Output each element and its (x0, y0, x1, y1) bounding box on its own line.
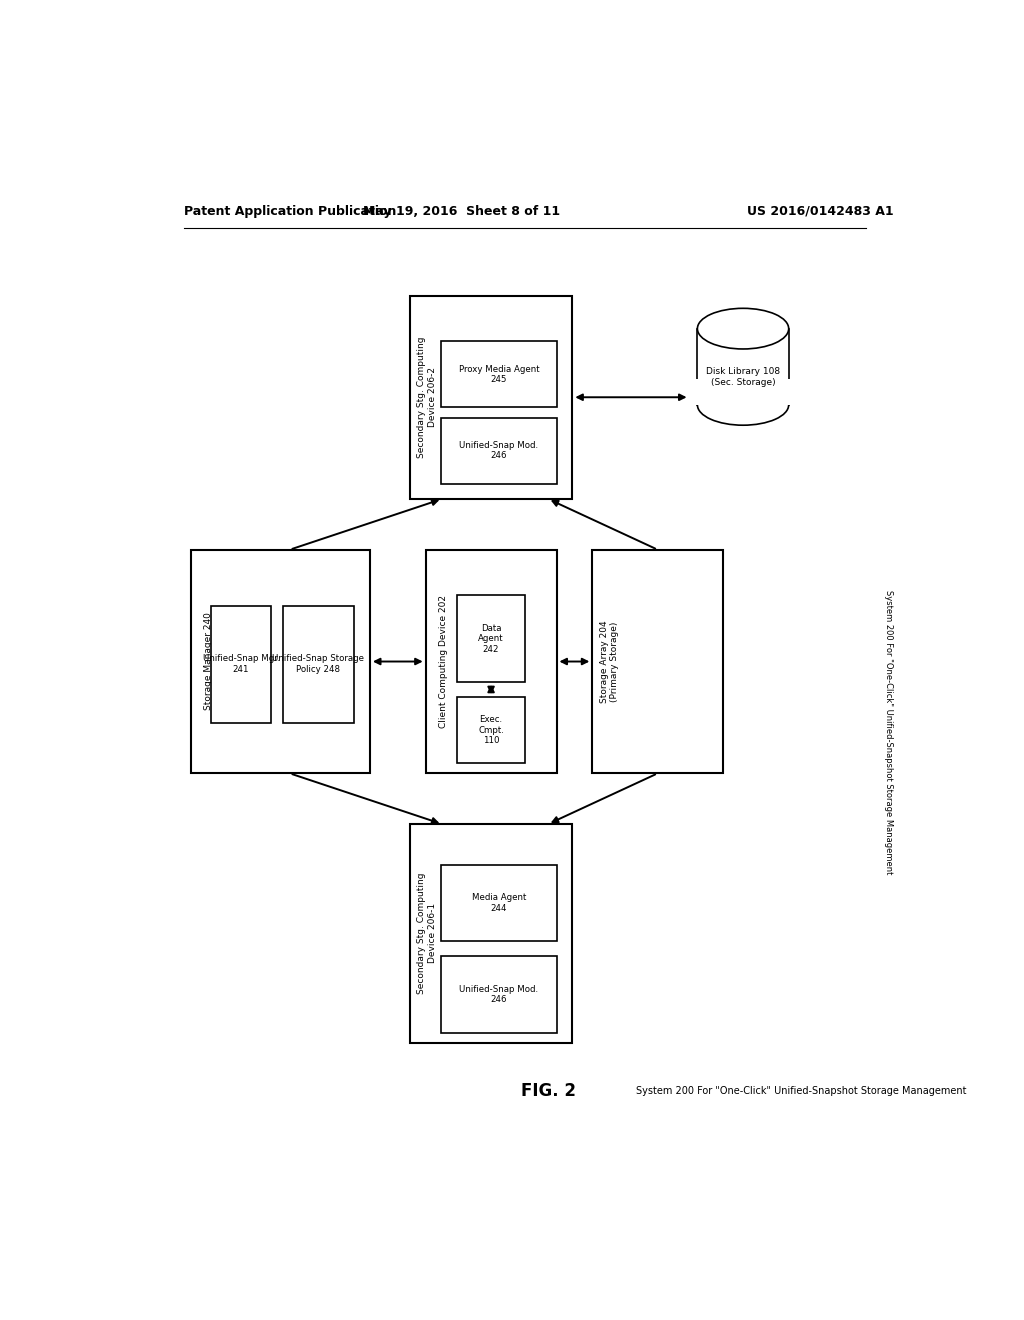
Bar (410, 296, 572, 499)
Text: Storage Array 204
(Primary Storage): Storage Array 204 (Primary Storage) (600, 620, 620, 702)
Bar (441, 342, 557, 408)
Text: Patent Application Publication: Patent Application Publication (183, 205, 396, 218)
Bar (699, 300, 787, 330)
Ellipse shape (697, 384, 788, 425)
Text: Unified-Snap Storage
Policy 248: Unified-Snap Storage Policy 248 (272, 655, 365, 673)
Text: Secondary Stg. Computing
Device 206-2: Secondary Stg. Computing Device 206-2 (418, 337, 437, 458)
Bar (410, 824, 572, 1043)
Text: Proxy Media Agent
245: Proxy Media Agent 245 (459, 364, 540, 384)
Bar (458, 697, 524, 763)
Bar (211, 606, 270, 722)
Bar (693, 379, 793, 405)
Bar (441, 956, 557, 1032)
Bar (441, 417, 557, 483)
Ellipse shape (697, 309, 788, 348)
Bar (441, 865, 557, 941)
Text: Disk Library 108
(Sec. Storage): Disk Library 108 (Sec. Storage) (706, 367, 780, 387)
Text: US 2016/0142483 A1: US 2016/0142483 A1 (748, 205, 894, 218)
Text: Exec.
Cmpt.
110: Exec. Cmpt. 110 (478, 715, 504, 744)
Bar (697, 329, 788, 405)
Bar (592, 549, 723, 774)
Bar (283, 606, 354, 722)
Text: Unified-Snap Mgr.
241: Unified-Snap Mgr. 241 (203, 655, 280, 673)
Bar (191, 549, 370, 774)
Text: Storage Manager 240: Storage Manager 240 (205, 612, 213, 710)
Text: Unified-Snap Mod.
246: Unified-Snap Mod. 246 (460, 985, 539, 1005)
Text: May 19, 2016  Sheet 8 of 11: May 19, 2016 Sheet 8 of 11 (362, 205, 560, 218)
Text: Unified-Snap Mod.
246: Unified-Snap Mod. 246 (460, 441, 539, 461)
Text: FIG. 2: FIG. 2 (521, 1082, 577, 1101)
Bar (426, 549, 557, 774)
Text: System 200 For "One-Click" Unified-Snapshot Storage Management: System 200 For "One-Click" Unified-Snaps… (636, 1086, 967, 1097)
Text: Client Computing Device 202: Client Computing Device 202 (438, 595, 447, 729)
Text: Data
Agent
242: Data Agent 242 (478, 624, 504, 653)
Text: System 200 For "One-Click" Unified-Snapshot Storage Management: System 200 For "One-Click" Unified-Snaps… (884, 590, 893, 875)
Bar (458, 595, 524, 682)
Text: Media Agent
244: Media Agent 244 (472, 894, 526, 912)
Text: Secondary Stg. Computing
Device 206-1: Secondary Stg. Computing Device 206-1 (418, 873, 437, 994)
Bar (699, 392, 787, 417)
